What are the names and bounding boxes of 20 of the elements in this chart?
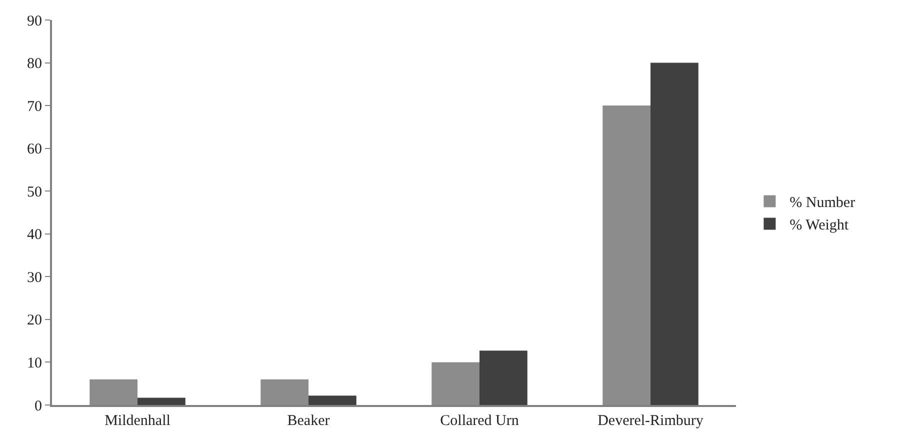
y-tick-label: 0 xyxy=(34,398,42,414)
y-tick-label: 40 xyxy=(27,227,42,244)
bar xyxy=(480,350,528,405)
y-tick-label: 50 xyxy=(27,184,42,200)
y-tick-label: 90 xyxy=(27,13,42,30)
x-tick-label: Beaker xyxy=(287,413,330,429)
y-tick-label: 60 xyxy=(27,142,42,158)
x-tick-label: Mildenhall xyxy=(104,413,170,429)
legend-label: % Number xyxy=(790,195,856,212)
x-tick-label: Deverel-Rimbury xyxy=(598,413,704,429)
y-tick-label: 20 xyxy=(27,312,42,329)
y-tick-label: 30 xyxy=(27,270,42,286)
y-tick-label: 80 xyxy=(27,56,42,72)
bar xyxy=(650,62,698,405)
y-tick-label: 10 xyxy=(27,355,42,372)
y-tick-label: 70 xyxy=(27,98,42,115)
bar xyxy=(308,396,356,405)
legend-label: % Weight xyxy=(790,218,850,234)
bar xyxy=(138,398,186,405)
x-tick-label: Collared Urn xyxy=(440,413,520,429)
